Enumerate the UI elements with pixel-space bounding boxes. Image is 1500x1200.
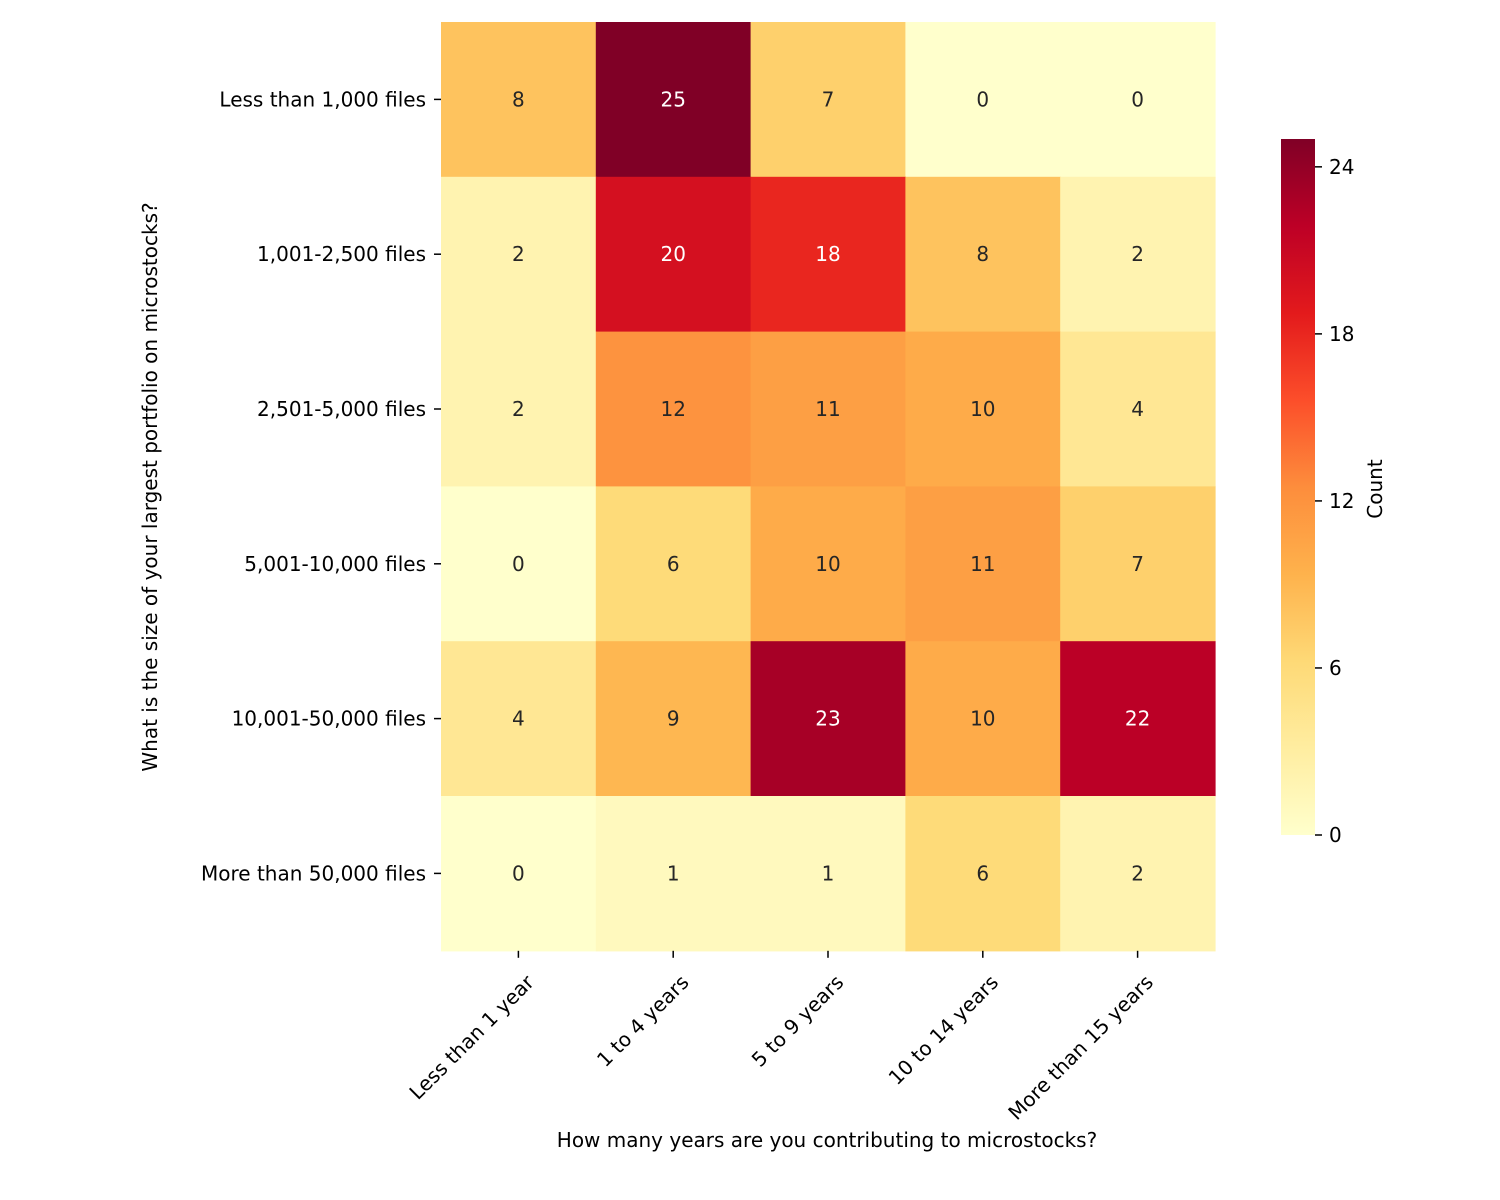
- cell-value-label: 4: [512, 707, 525, 731]
- cell-value-label: 4: [1131, 397, 1144, 421]
- cell-value-label: 1: [667, 861, 680, 885]
- heatmap-cell: [441, 331, 597, 487]
- heatmap-cell: [595, 796, 752, 952]
- cell-value-label: 7: [1131, 552, 1144, 576]
- heatmap-cell: [595, 486, 752, 642]
- cell-value-label: 25: [660, 87, 685, 111]
- cell-value-label: 0: [1131, 87, 1144, 111]
- heatmap-cell: [441, 796, 597, 952]
- cell-value-label: 0: [976, 87, 989, 111]
- cell-value-label: 0: [512, 552, 525, 576]
- heatmap-cell: [595, 22, 752, 178]
- cell-value-label: 2: [1131, 861, 1144, 885]
- y-tick-label: Less than 1,000 files: [219, 87, 426, 111]
- cell-value-label: 10: [970, 397, 995, 421]
- cell-value-label: 11: [815, 397, 840, 421]
- x-tick-label: 10 to 14 years: [884, 970, 1004, 1090]
- x-tick-label: More than 15 years: [1003, 970, 1158, 1125]
- cell-value-label: 18: [815, 242, 840, 266]
- colorbar-tick-label: 12: [1329, 489, 1354, 513]
- colorbar-tick-label: 18: [1329, 322, 1354, 346]
- cell-value-label: 6: [976, 861, 989, 885]
- colorbar-tick-label: 6: [1329, 656, 1342, 680]
- y-axis-label: What is the size of your largest portfol…: [138, 202, 162, 771]
- heatmap-cell: [750, 176, 906, 333]
- x-axis-label: How many years are you contributing to m…: [557, 1128, 1097, 1152]
- heatmap-cell: [905, 486, 1061, 642]
- cell-value-label: 12: [660, 397, 685, 421]
- heatmap-cell: [441, 176, 597, 333]
- heatmap-cell: [1060, 486, 1216, 642]
- cell-value-label: 8: [976, 242, 989, 266]
- heatmap-cell: [750, 796, 906, 952]
- cell-value-label: 10: [970, 707, 995, 731]
- colorbar-label: Count: [1363, 459, 1387, 519]
- heatmap-cell: [1060, 22, 1216, 178]
- x-axis-ticks: Less than 1 year 1 to 4 years 5 to 9 years…: [404, 950, 1158, 1125]
- y-tick-label: 2,501-5,000 files: [257, 397, 426, 421]
- y-tick-label: 5,001-10,000 files: [244, 552, 426, 576]
- cell-value-label: 2: [512, 242, 525, 266]
- cell-value-label: 10: [815, 552, 840, 576]
- heatmap-cells: [441, 22, 1216, 952]
- x-tick-label: 5 to 9 years: [747, 970, 849, 1072]
- x-tick-label: 1 to 4 years: [592, 970, 694, 1072]
- cell-value-label: 0: [512, 861, 525, 885]
- cell-value-label: 7: [822, 87, 835, 111]
- heatmap-cell: [1060, 641, 1216, 797]
- cell-value-label: 22: [1125, 707, 1150, 731]
- cell-value-label: 20: [660, 242, 685, 266]
- heatmap-cell: [905, 22, 1061, 178]
- heatmap-cell: [750, 641, 906, 797]
- y-axis-ticks: Less than 1,000 files 1,001-2,500 files 2,…: [201, 87, 441, 885]
- heatmap-cell: [1060, 796, 1216, 952]
- heatmap-cell: [905, 176, 1061, 333]
- colorbar-ticks: 0 6 12 18 24: [1315, 155, 1354, 847]
- colorbar-tick-label: 0: [1329, 823, 1342, 847]
- cell-value-label: 2: [512, 397, 525, 421]
- heatmap-cell: [595, 641, 752, 797]
- cell-value-label: 6: [667, 552, 680, 576]
- heatmap-cell: [750, 22, 906, 178]
- y-tick-label: 1,001-2,500 files: [257, 242, 426, 266]
- heatmap-annotations: 8 25 7 0 02 20 18 8 22 12 11 10 40 6 10 11 74 9 23 10 220 1 1 6…: [512, 87, 1150, 885]
- cell-value-label: 9: [667, 707, 680, 731]
- y-tick-label: More than 50,000 files: [201, 861, 426, 885]
- heatmap-cell: [750, 486, 906, 642]
- heatmap-cell: [441, 641, 597, 797]
- cell-value-label: 1: [822, 861, 835, 885]
- colorbar-gradient: [1281, 139, 1315, 835]
- heatmap-cell: [905, 331, 1061, 487]
- heatmap-cell: [905, 796, 1061, 952]
- heatmap-cell: [595, 331, 752, 487]
- heatmap-cell: [750, 331, 906, 487]
- cell-value-label: 11: [970, 552, 995, 576]
- heatmap-cell: [595, 176, 752, 333]
- cell-value-label: 2: [1131, 242, 1144, 266]
- x-tick-label: Less than 1 year: [404, 970, 539, 1105]
- heatmap-cell: [441, 486, 597, 642]
- y-tick-label: 10,001-50,000 files: [232, 707, 426, 731]
- heatmap-cell: [1060, 176, 1216, 333]
- cell-value-label: 8: [512, 87, 525, 111]
- colorbar: 0 6 12 18 24 Count: [1281, 139, 1387, 847]
- heatmap-cell: [1060, 331, 1216, 487]
- cell-value-label: 23: [815, 707, 840, 731]
- heatmap-cell: [905, 641, 1061, 797]
- heatmap-cell: [441, 22, 597, 178]
- colorbar-tick-label: 24: [1329, 155, 1354, 179]
